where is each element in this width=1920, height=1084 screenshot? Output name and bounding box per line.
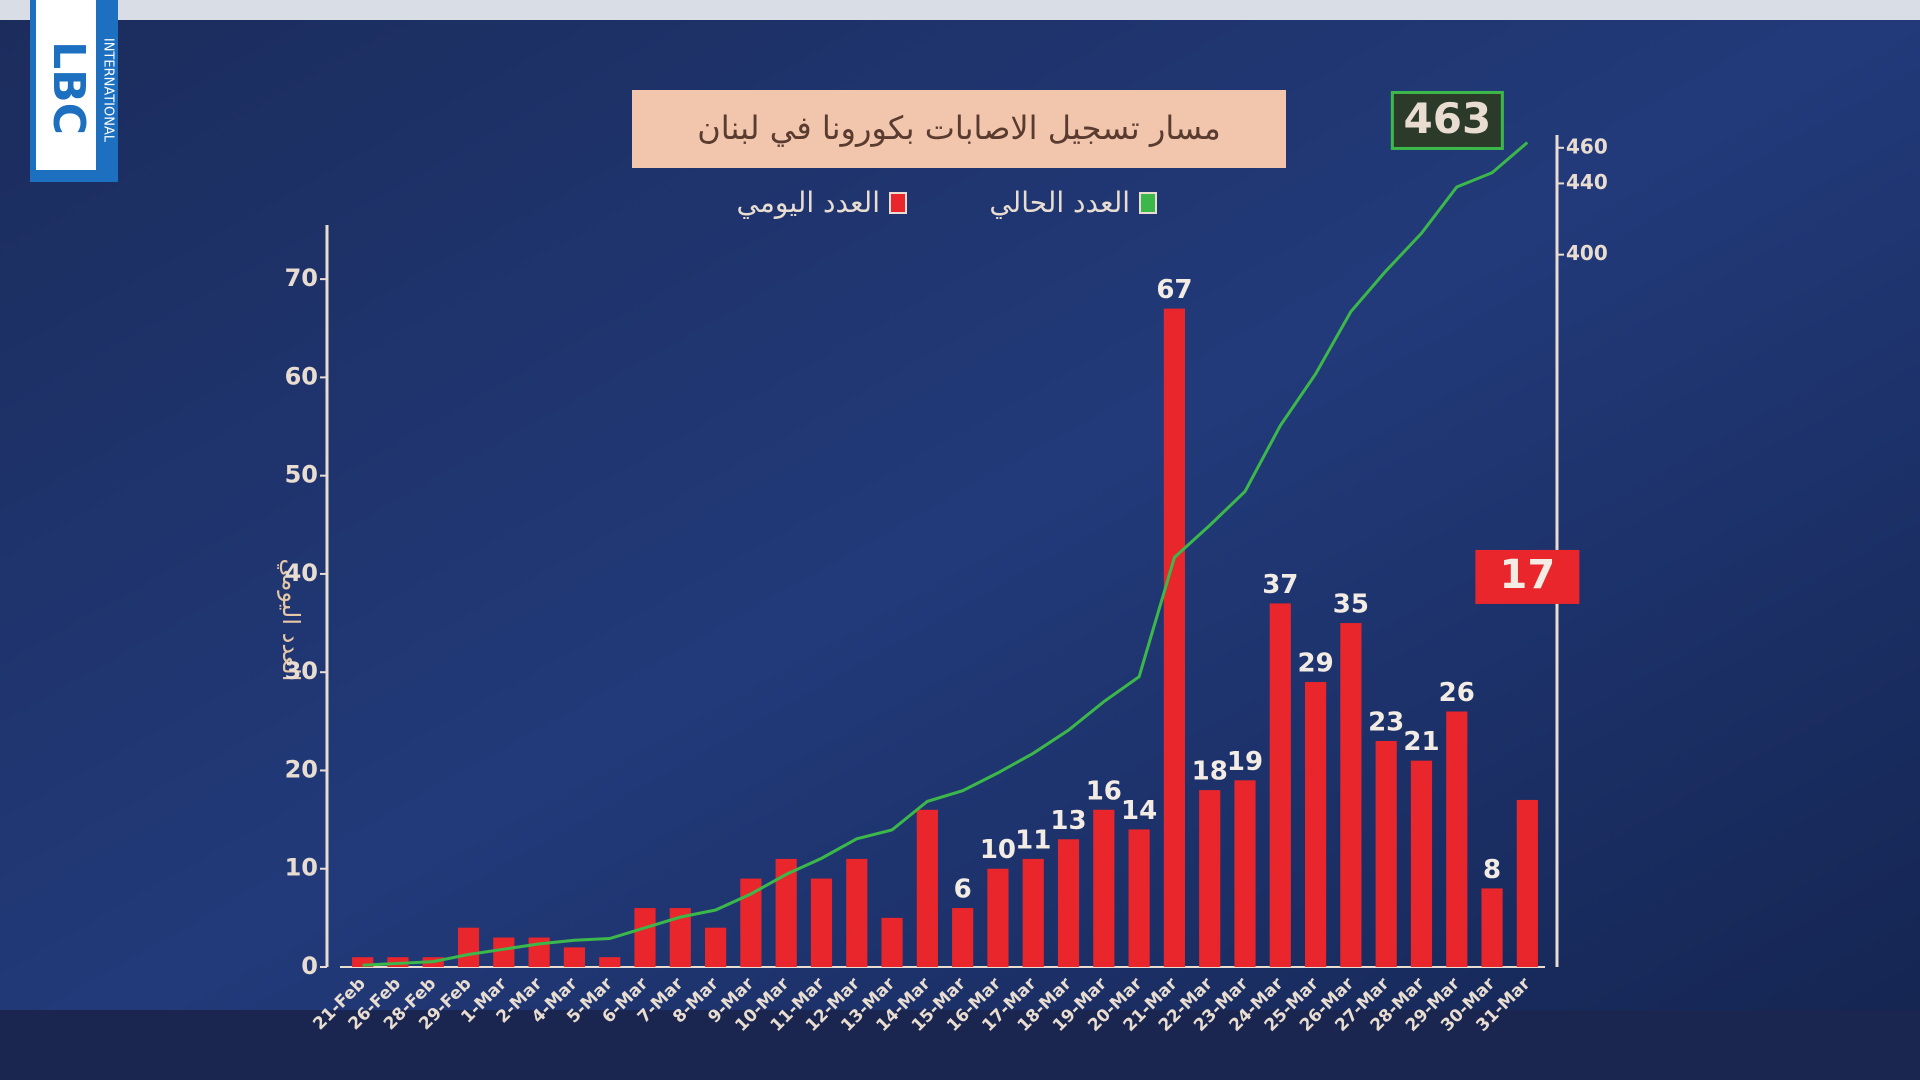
y-axis-label: العدد اليومي: [277, 559, 305, 682]
bar: [775, 858, 797, 967]
y2-tick-label: 440: [1566, 170, 1608, 194]
value-label: 10: [980, 835, 1016, 865]
bar: [705, 927, 727, 967]
y-tick-label: 10: [285, 854, 318, 882]
bar: [1093, 809, 1115, 967]
bar: [987, 868, 1009, 967]
bar: [352, 957, 374, 967]
y-tick-label: 70: [285, 264, 318, 292]
bar: [810, 878, 833, 967]
ceiling: [0, 0, 1920, 20]
end-label: 463: [1404, 94, 1492, 143]
bar: [563, 947, 585, 967]
bar: [846, 858, 868, 967]
y-tick-label: 50: [285, 461, 318, 489]
y-tick-label: 30: [285, 657, 318, 685]
value-label-box: [1475, 549, 1580, 604]
value-label: 8: [1483, 855, 1501, 885]
y2-tick-label: 460: [1566, 134, 1608, 158]
legend-swatch: [889, 192, 907, 214]
bar: [1234, 780, 1256, 967]
bar: [1410, 760, 1433, 967]
bar: [1199, 790, 1221, 967]
bar: [916, 809, 938, 967]
bar: [634, 908, 656, 967]
legend-label: العدد الحالي: [989, 186, 1130, 219]
bar: [740, 878, 762, 967]
logo-text: LBC: [43, 41, 94, 135]
value-label: 18: [1192, 757, 1228, 787]
value-label: 11: [1015, 825, 1051, 855]
value-label: 14: [1121, 796, 1157, 826]
y-tick-label: 60: [285, 362, 318, 390]
bar: [881, 917, 903, 967]
value-label: 37: [1262, 570, 1298, 600]
logo-subtitle: INTERNATIONAL: [101, 38, 116, 143]
bar: [1128, 829, 1150, 967]
bar: [1481, 888, 1503, 967]
value-label: 67: [1156, 275, 1192, 305]
value-label: 16: [1086, 776, 1122, 806]
value-label: 26: [1439, 678, 1475, 708]
value-label: 29: [1297, 649, 1333, 679]
bar: [1340, 623, 1362, 967]
bar: [1375, 740, 1397, 967]
value-label: 21: [1403, 727, 1439, 757]
bar: [1163, 308, 1185, 967]
bar: [457, 927, 480, 967]
bar: [1305, 682, 1327, 967]
bar: [1022, 858, 1044, 967]
y-tick-label: 20: [285, 755, 318, 783]
bar: [599, 957, 621, 967]
bar: [1516, 799, 1538, 967]
y-tick-label: 40: [285, 559, 318, 587]
bar: [669, 908, 691, 967]
value-label: 17: [1500, 552, 1556, 598]
value-label: 35: [1333, 590, 1369, 620]
value-label: 23: [1368, 707, 1404, 737]
bar: [1057, 839, 1080, 967]
y-tick-label: 0: [301, 952, 318, 980]
logo-inner: [36, 0, 96, 170]
title-box: [632, 90, 1286, 168]
end-label-box: [1390, 90, 1504, 150]
legend-label: العدد اليومي: [737, 186, 880, 219]
value-label: 6: [954, 875, 972, 905]
floor: [0, 1010, 1920, 1080]
value-label: 19: [1227, 747, 1263, 777]
value-label: 13: [1050, 806, 1086, 836]
line: [362, 141, 1529, 967]
legend-swatch: [1139, 192, 1157, 214]
bar: [493, 937, 515, 967]
bar: [1269, 603, 1291, 967]
chart-title: مسار تسجيل الاصابات بكورونا في لبنان: [697, 109, 1221, 147]
bar: [952, 908, 974, 967]
bar: [1446, 711, 1468, 967]
y2-tick-label: 400: [1566, 241, 1608, 265]
